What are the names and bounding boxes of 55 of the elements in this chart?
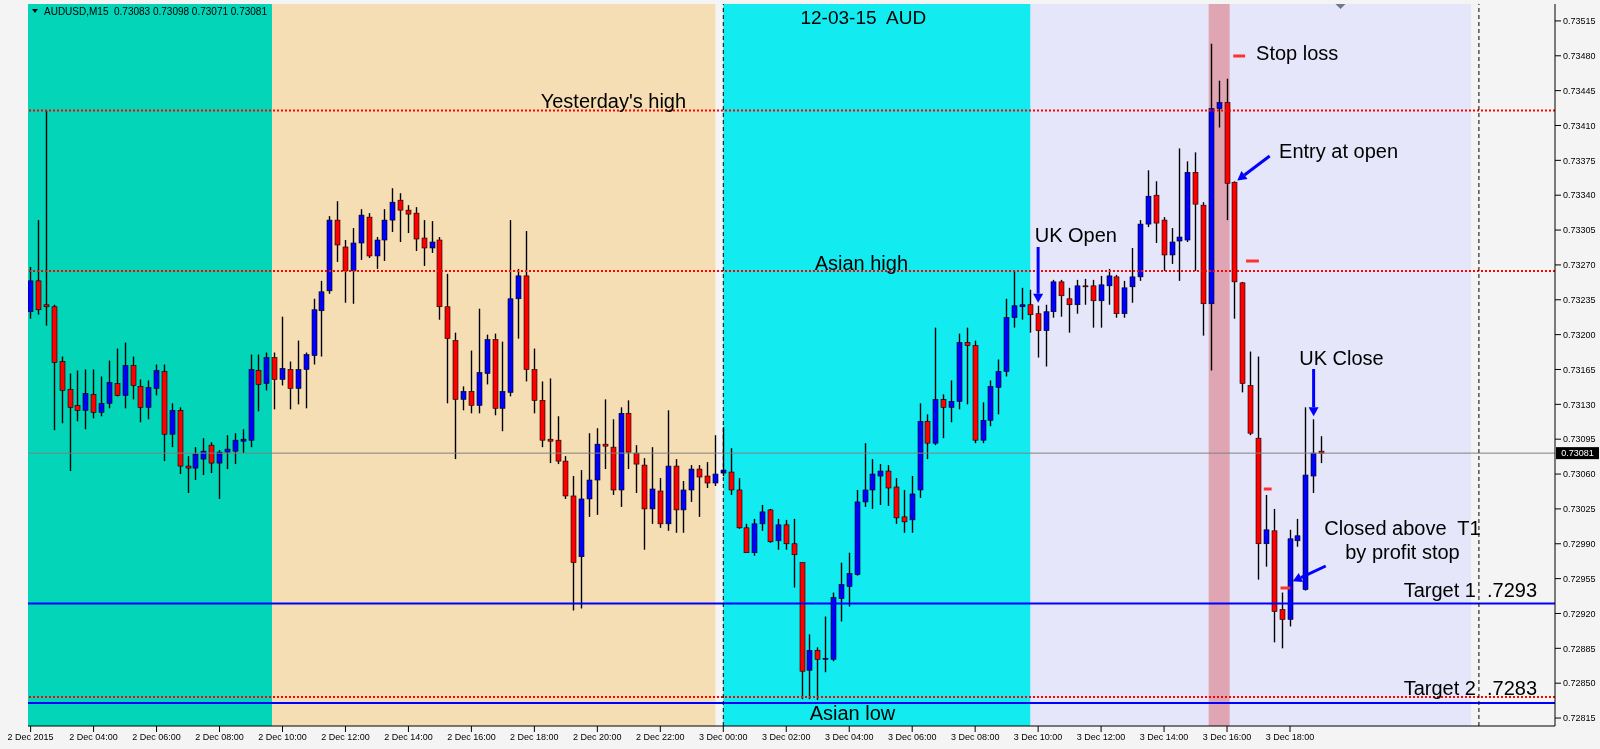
y-tick-label: 0.73340 xyxy=(1563,190,1596,201)
annotation: Yesterday's high xyxy=(540,90,687,112)
annotation: UK Close xyxy=(1299,347,1384,369)
x-tick-label: 2 Dec 12:00 xyxy=(321,732,370,743)
ref-line-label: 0.73081 xyxy=(1561,448,1594,459)
y-tick-label: 0.73060 xyxy=(1563,469,1596,480)
x-tick-label: 2 Dec 20:00 xyxy=(573,732,622,743)
annotation: Target 2 .7283 xyxy=(1403,677,1538,699)
x-tick-label: 2 Dec 08:00 xyxy=(195,732,244,743)
annotation: UK Open xyxy=(1034,224,1117,246)
x-tick-label: 3 Dec 06:00 xyxy=(887,732,937,743)
y-tick-label: 0.72955 xyxy=(1563,573,1596,584)
y-tick-label: 0.73515 xyxy=(1563,16,1596,27)
y-tick-label: 0.73410 xyxy=(1563,120,1596,131)
x-tick-label: 2 Dec 14:00 xyxy=(384,732,433,743)
annotation: Stop loss xyxy=(1256,42,1339,64)
annotation: Target 1 .7293 xyxy=(1403,579,1538,601)
x-tick-label: 2 Dec 22:00 xyxy=(636,732,685,743)
x-tick-label: 2 Dec 16:00 xyxy=(447,732,496,743)
y-tick-label: 0.73130 xyxy=(1563,399,1596,410)
y-tick-label: 0.72815 xyxy=(1563,713,1596,724)
x-tick-label: 3 Dec 02:00 xyxy=(761,732,811,743)
annotation: Asian high xyxy=(814,252,909,274)
x-tick-label: 3 Dec 16:00 xyxy=(1202,732,1252,743)
y-tick-label: 0.73095 xyxy=(1563,434,1596,445)
y-tick-label: 0.72850 xyxy=(1563,678,1596,689)
x-tick-label: 3 Dec 14:00 xyxy=(1139,732,1189,743)
x-tick-label: 2 Dec 18:00 xyxy=(510,732,559,743)
y-tick-label: 0.73235 xyxy=(1563,294,1596,305)
y-tick-label: 0.72920 xyxy=(1563,608,1596,619)
y-tick-label: 0.73165 xyxy=(1563,364,1596,375)
annotation: Asian low xyxy=(809,702,896,724)
y-tick-label: 0.73375 xyxy=(1563,155,1596,166)
x-tick-label: 3 Dec 10:00 xyxy=(1013,732,1063,743)
x-tick-label: 3 Dec 18:00 xyxy=(1265,732,1315,743)
x-tick-label: 3 Dec 08:00 xyxy=(950,732,1000,743)
annotation: Entry at open xyxy=(1279,140,1399,162)
x-tick-label: 3 Dec 12:00 xyxy=(1076,732,1126,743)
y-tick-label: 0.73200 xyxy=(1563,329,1596,340)
x-tick-label: 3 Dec 00:00 xyxy=(699,732,748,743)
x-tick-label: 2 Dec 06:00 xyxy=(132,732,181,743)
y-tick-label: 0.73270 xyxy=(1563,260,1596,271)
y-tick-label: 0.72990 xyxy=(1563,538,1596,549)
y-tick-label: 0.72885 xyxy=(1563,643,1596,654)
x-tick-label: 3 Dec 04:00 xyxy=(824,732,874,743)
chart-subtitle: AUDUSD,M15 0.73083 0.73098 0.73071 0.73081 xyxy=(44,6,268,17)
x-tick-label: 2 Dec 10:00 xyxy=(258,732,307,743)
x-tick-label: 2 Dec 2015 xyxy=(7,732,54,743)
y-tick-label: 0.73480 xyxy=(1563,50,1596,61)
y-tick-label: 0.73445 xyxy=(1563,85,1596,96)
x-tick-label: 2 Dec 04:00 xyxy=(69,732,118,743)
y-tick-label: 0.73025 xyxy=(1563,504,1596,515)
y-tick-label: 0.73305 xyxy=(1563,225,1596,236)
annotation: Closed above T1 by profit stop xyxy=(1324,517,1481,563)
chart-title: 12-03-15 AUD xyxy=(800,7,927,28)
